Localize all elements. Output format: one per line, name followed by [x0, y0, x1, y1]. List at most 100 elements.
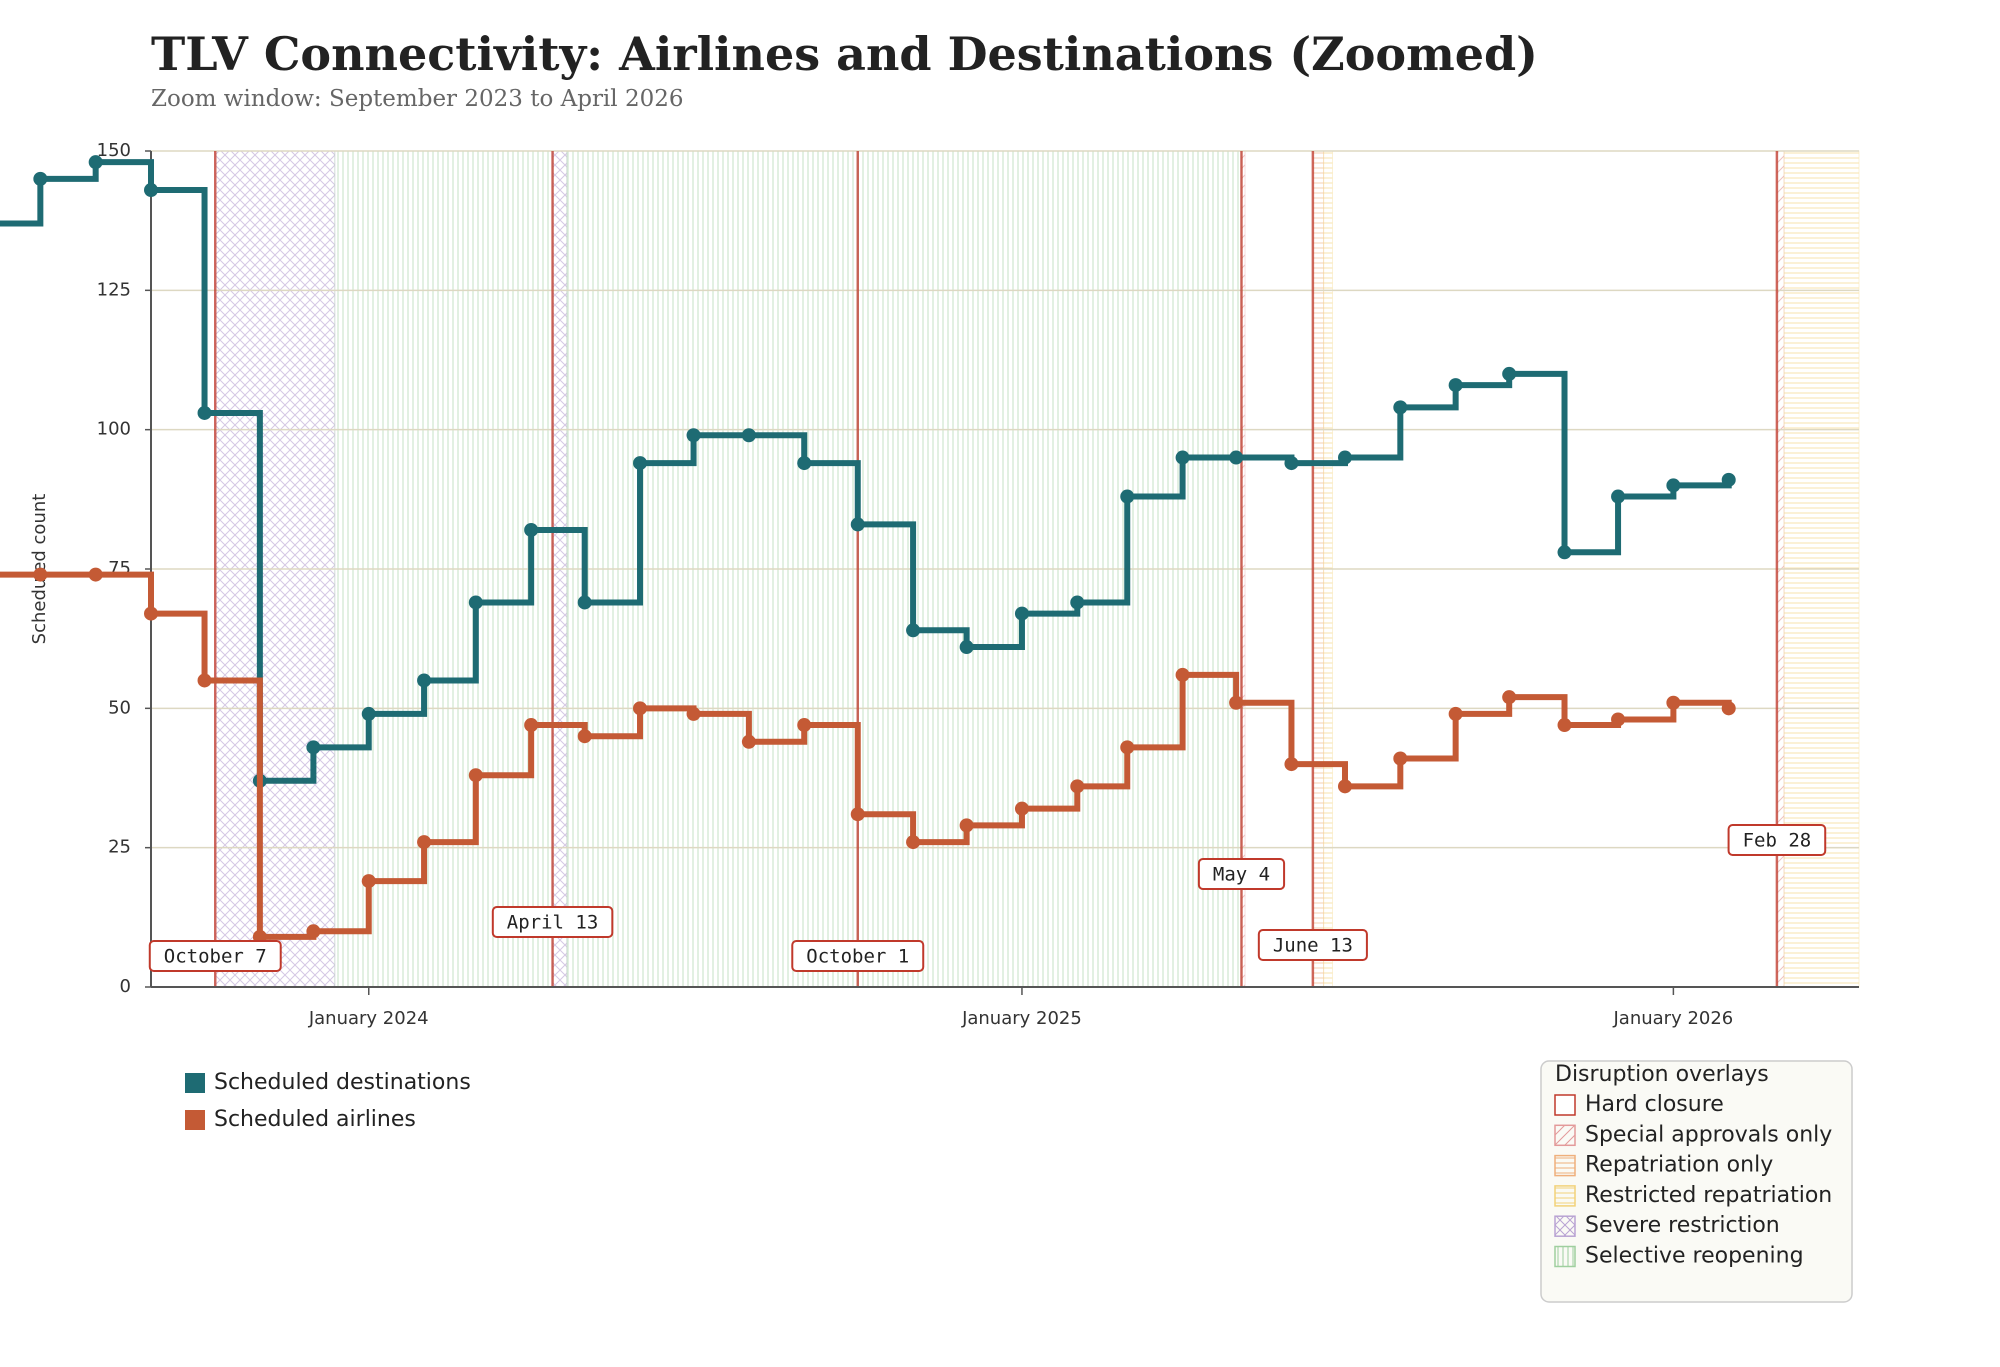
- overlay-legend-box: [1540, 1060, 1853, 1303]
- event-label-group: October 1: [791, 940, 925, 972]
- y-tick-label: 125: [97, 279, 131, 300]
- event-label: May 4: [1213, 864, 1270, 886]
- data-point: [959, 818, 974, 833]
- data-point: [850, 807, 865, 822]
- data-point: [361, 874, 376, 889]
- data-point: [417, 835, 432, 850]
- x-tick-label: January 2024: [308, 1008, 429, 1029]
- legend-label: Scheduled airlines: [214, 1107, 416, 1132]
- legend-swatch: [185, 1073, 205, 1093]
- data-point: [88, 155, 103, 170]
- legend-swatch: [1554, 1215, 1576, 1237]
- event-label-group: October 7: [148, 940, 282, 972]
- y-tick-label: 150: [97, 140, 131, 161]
- event-label: Feb 28: [1743, 830, 1812, 852]
- y-tick-label: 50: [108, 697, 131, 718]
- legend-swatch: [1554, 1185, 1576, 1207]
- data-point: [1721, 701, 1736, 716]
- event-label-group: May 4: [1197, 858, 1286, 890]
- data-point: [1284, 456, 1299, 471]
- event-label: June 13: [1273, 935, 1353, 957]
- data-point: [144, 183, 158, 198]
- event-label: October 7: [164, 946, 267, 968]
- data-point: [1337, 450, 1352, 465]
- data-point: [1337, 779, 1352, 794]
- event-label-box: [1257, 929, 1368, 961]
- legend-label: Severe restriction: [1585, 1213, 1780, 1238]
- data-point: [1393, 400, 1408, 415]
- legend-swatch: [185, 1110, 205, 1130]
- data-point: [197, 405, 212, 420]
- data-point: [1666, 478, 1681, 493]
- data-point: [33, 567, 48, 582]
- data-point: [577, 595, 592, 610]
- data-point: [1557, 718, 1572, 733]
- x-tick-label: January 2025: [961, 1008, 1082, 1029]
- data-point: [468, 595, 483, 610]
- event-label-box: [1727, 824, 1827, 856]
- event-label-box: [148, 940, 282, 972]
- data-point: [1557, 545, 1572, 560]
- event-label-group: Feb 28: [1727, 824, 1827, 856]
- data-point: [577, 729, 592, 744]
- data-point: [524, 522, 539, 537]
- data-point: [686, 428, 701, 443]
- data-point: [1448, 378, 1463, 393]
- data-point: [1666, 695, 1681, 710]
- data-point: [306, 740, 321, 755]
- data-point: [197, 673, 212, 688]
- legend-label: Repatriation only: [1585, 1153, 1773, 1178]
- data-point: [144, 606, 158, 621]
- data-point: [361, 706, 376, 721]
- legend-swatch: [1554, 1094, 1576, 1116]
- data-point: [1229, 695, 1244, 710]
- data-point: [1502, 366, 1517, 381]
- data-point: [1014, 606, 1029, 621]
- legend-swatch: [1554, 1245, 1576, 1268]
- data-point: [1120, 740, 1135, 755]
- y-tick-label: 0: [120, 976, 131, 997]
- chart-title: TLV Connectivity: Airlines and Destinati…: [151, 27, 1538, 81]
- event-label-group: June 13: [1257, 929, 1368, 961]
- y-tick-label: 100: [97, 419, 131, 440]
- data-point: [417, 673, 432, 688]
- data-point: [1393, 751, 1408, 766]
- data-point: [633, 701, 648, 716]
- legend-label: Hard closure: [1585, 1092, 1724, 1117]
- data-point: [797, 718, 812, 733]
- data-point: [1611, 489, 1626, 504]
- x-tick-label: January 2026: [1612, 1008, 1733, 1029]
- data-point: [741, 734, 756, 749]
- data-point: [1448, 706, 1463, 721]
- data-point: [686, 706, 701, 721]
- event-label: April 13: [507, 912, 599, 934]
- data-point: [524, 718, 539, 733]
- data-point: [1175, 667, 1190, 682]
- data-point: [906, 623, 921, 638]
- event-label-group: April 13: [491, 906, 614, 938]
- data-point: [1611, 712, 1626, 727]
- legend-label: Special approvals only: [1585, 1122, 1832, 1147]
- event-label: October 1: [806, 946, 909, 968]
- y-tick-label: 25: [108, 837, 131, 858]
- data-point: [33, 171, 48, 186]
- data-point: [88, 567, 103, 582]
- data-point: [1070, 595, 1085, 610]
- overlay-legend-title: Disruption overlays: [1555, 1062, 1769, 1087]
- legend-label: Scheduled destinations: [214, 1070, 471, 1095]
- data-point: [1284, 757, 1299, 772]
- data-point: [306, 924, 321, 939]
- series-line: [0, 571, 1732, 940]
- event-label-box: [491, 906, 614, 938]
- data-point: [633, 456, 648, 471]
- chart-subtitle: Zoom window: September 2023 to April 202…: [151, 86, 684, 112]
- data-point: [1229, 450, 1244, 465]
- legend-label: Selective reopening: [1585, 1244, 1804, 1269]
- legend-swatch: [1554, 1154, 1576, 1177]
- legend-swatch: [1554, 1124, 1576, 1147]
- event-label-box: [1197, 858, 1286, 890]
- data-point: [906, 835, 921, 850]
- data-point: [1175, 450, 1190, 465]
- data-point: [741, 428, 756, 443]
